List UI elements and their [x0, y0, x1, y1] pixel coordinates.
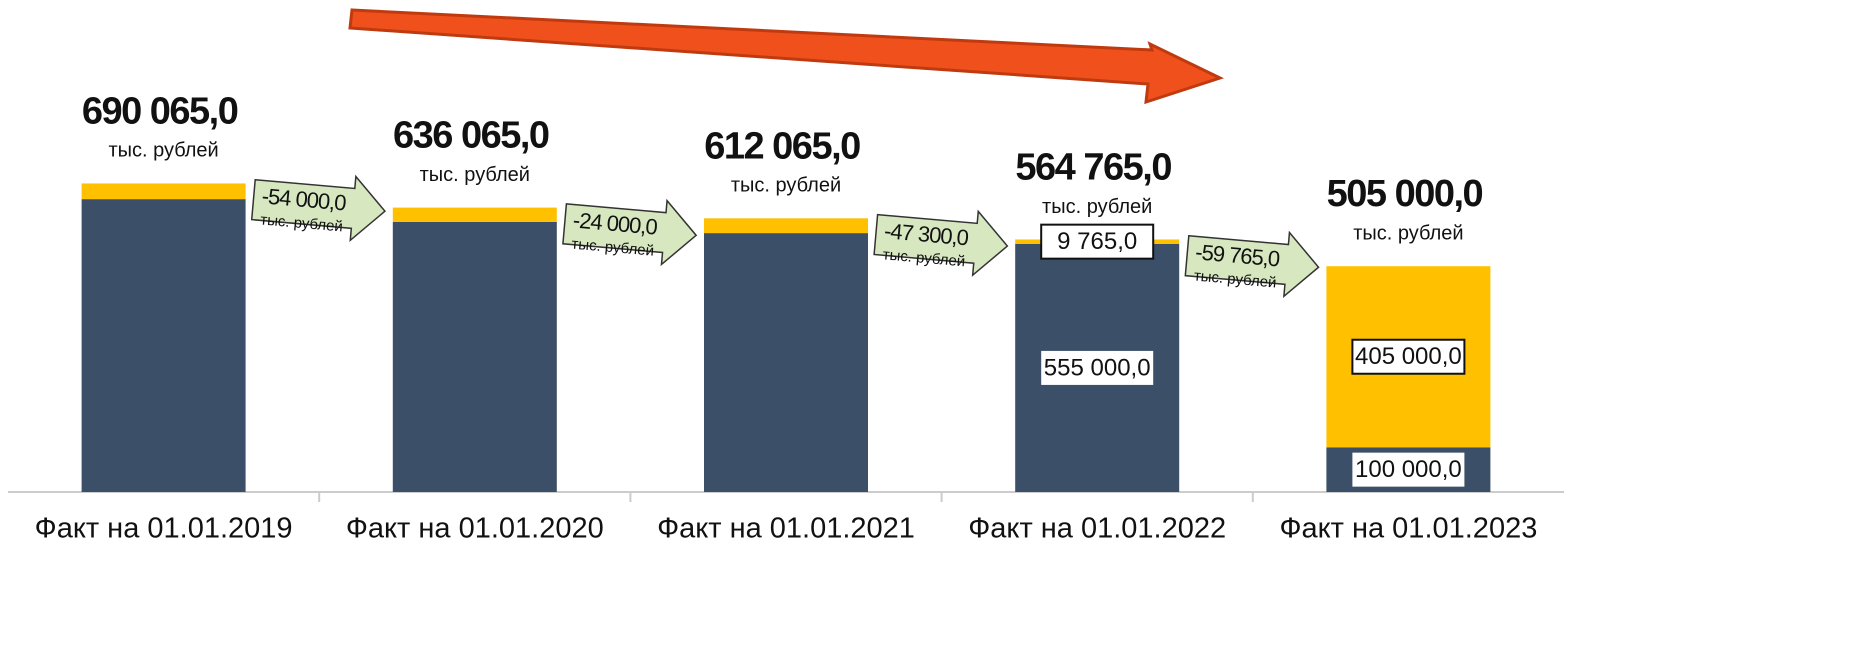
bar-segment [81, 199, 246, 492]
unit-label: тыс. рублей [420, 164, 530, 186]
unit-label: тыс. рублей [731, 175, 841, 197]
unit-label: тыс. рублей [1042, 196, 1152, 218]
bar-segment [392, 221, 557, 492]
bar-segment [704, 218, 868, 234]
trend-arrow [348, 8, 1225, 105]
change-arrow-shape [250, 174, 387, 243]
value-label-box [1351, 338, 1466, 375]
value-label: 100 000,0 [1355, 456, 1462, 483]
change-arrow-shape [1184, 230, 1320, 299]
bar-segment [81, 183, 246, 200]
x-tick-label: Факт на 01.01.2019 [35, 513, 293, 545]
x-tick-label: Факт на 01.01.2021 [657, 513, 915, 545]
x-tick-label: Факт на 01.01.2023 [1279, 513, 1537, 545]
unit-label: тыс. рублей [1353, 222, 1463, 244]
total-label: 612 065,0 [704, 125, 860, 167]
value-label-box [1352, 452, 1465, 487]
bar-segment [392, 207, 557, 222]
value-label-box [1041, 350, 1154, 385]
value-label: 555 000,0 [1044, 354, 1151, 381]
x-tick-label: Факт на 01.01.2022 [968, 513, 1226, 545]
x-tick-label: Факт на 01.01.2020 [346, 513, 604, 545]
value-label: 9 765,0 [1057, 228, 1137, 255]
total-label: 690 065,0 [82, 90, 238, 132]
total-label: 636 065,0 [393, 115, 549, 157]
value-label-box [1040, 223, 1155, 260]
change-arrow-shape [562, 198, 698, 267]
total-label: 505 000,0 [1327, 173, 1483, 215]
value-label: 405 000,0 [1355, 343, 1462, 370]
bar-segment [704, 233, 868, 492]
change-arrow-shape [873, 209, 1009, 277]
total-label: 564 765,0 [1015, 147, 1171, 189]
unit-label: тыс. рублей [108, 140, 218, 162]
